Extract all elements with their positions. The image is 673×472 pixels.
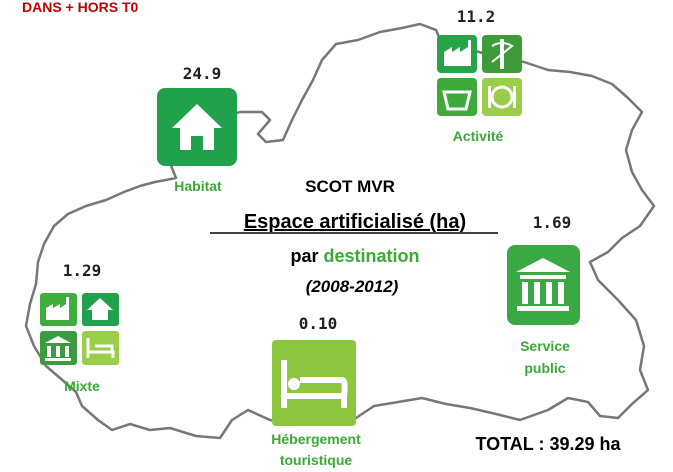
item-value: 0.10 — [299, 314, 338, 333]
center-period: (2008-2012) — [306, 277, 399, 296]
item-label: Service — [520, 338, 570, 354]
activity-icons — [437, 35, 522, 116]
by: par — [290, 246, 318, 266]
item-label: Mixte — [64, 378, 100, 394]
map-outline — [24, 22, 656, 440]
center-title: SCOT MVR — [305, 177, 395, 196]
item-label: Hébergement — [271, 431, 361, 447]
by-word: destination — [324, 246, 420, 266]
total: TOTAL : 39.29 ha — [475, 434, 621, 454]
center-subtitle: Espace artificialisé (ha) — [244, 211, 466, 233]
item-label: Habitat — [174, 178, 222, 194]
item-value: 24.9 — [183, 64, 222, 83]
header-title: DANS + HORS T0 — [22, 0, 139, 15]
item-value: 1.29 — [63, 261, 102, 280]
item-label: Activité — [453, 128, 504, 144]
habitat-icon — [157, 88, 237, 166]
item-label: touristique — [280, 452, 353, 468]
item-label: public — [524, 360, 565, 376]
item-value: 1.69 — [533, 213, 572, 232]
center-by: par destination — [290, 246, 419, 266]
item-value: 11.2 — [457, 7, 496, 26]
mixte-icons — [40, 293, 119, 365]
service-icon — [507, 245, 580, 325]
hebergement-icon — [272, 340, 356, 426]
